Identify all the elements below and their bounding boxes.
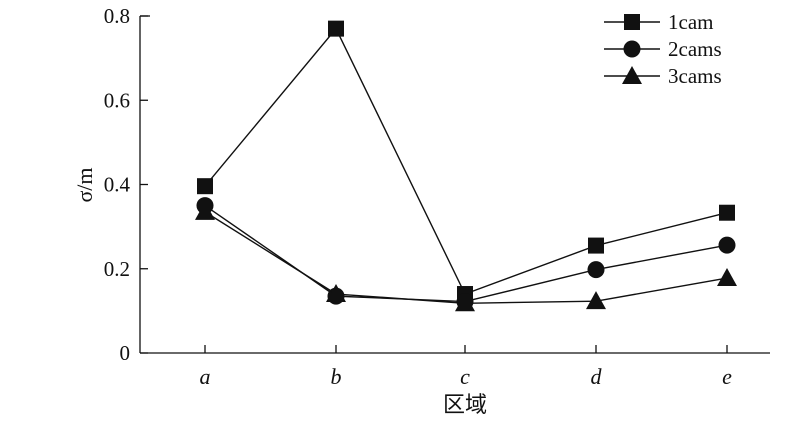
legend-item: 2cams (604, 37, 722, 61)
data-point-triangle (586, 291, 606, 310)
legend-label: 3cams (668, 64, 722, 88)
x-axis-label: 区域 (443, 392, 487, 417)
x-tick-label: e (722, 364, 732, 389)
legend-marker-circle (623, 40, 641, 58)
y-axis-label: σ/m (72, 167, 97, 202)
legend-marker-square (624, 14, 640, 30)
x-tick-label: d (591, 364, 603, 389)
legend-item: 3cams (604, 64, 722, 88)
legend-item: 1cam (604, 10, 713, 34)
y-tick-label: 0.8 (104, 4, 130, 28)
series-layer (195, 20, 737, 312)
y-axis-ticks: 0 0.2 0.4 0.6 0.8 (104, 4, 148, 365)
x-tick-label: a (200, 364, 211, 389)
x-axis-ticks: a b c d e (200, 345, 732, 389)
data-point-circle (718, 236, 736, 254)
y-tick-label: 0 (120, 341, 131, 365)
data-point-square (588, 237, 604, 254)
series-line (204, 27, 728, 295)
data-point-triangle (455, 293, 475, 312)
data-point-circle (587, 261, 605, 279)
x-tick-label: c (460, 364, 470, 389)
data-point-square (328, 20, 344, 37)
data-point-triangle (195, 201, 215, 220)
y-tick-label: 0.2 (104, 257, 130, 281)
legend-label: 1cam (668, 10, 713, 34)
data-point-square (719, 204, 735, 221)
data-point-square (197, 178, 213, 195)
legend-label: 2cams (668, 37, 722, 61)
data-point-triangle (326, 284, 346, 303)
series-1cam (197, 20, 735, 303)
y-tick-label: 0.4 (104, 173, 131, 197)
data-point-triangle (717, 268, 737, 287)
series-3cams (195, 201, 737, 312)
legend-marker-triangle (622, 66, 642, 84)
legend: 1cam 2cams 3cams (604, 10, 722, 88)
y-tick-label: 0.6 (104, 88, 130, 112)
x-tick-label: b (331, 364, 342, 389)
